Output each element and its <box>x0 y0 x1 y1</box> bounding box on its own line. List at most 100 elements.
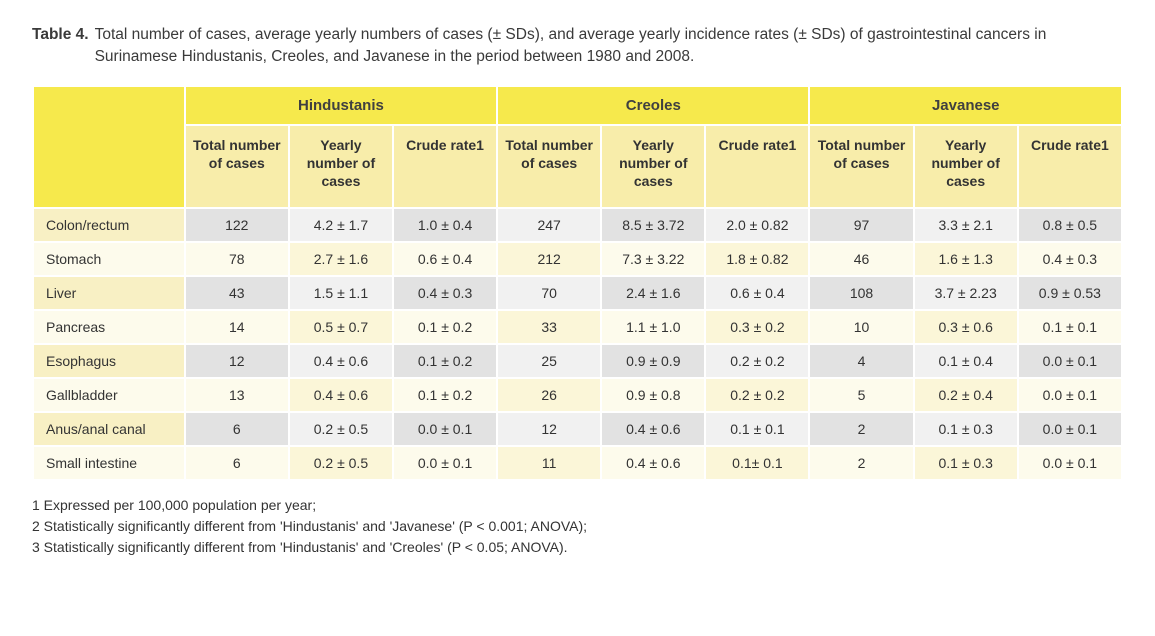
group-header: Creoles <box>498 87 808 124</box>
footnote: 2 Statistically significantly different … <box>32 516 1123 537</box>
data-cell: 212 <box>498 243 600 275</box>
data-cell: 1.1 ± 1.0 <box>602 311 704 343</box>
data-cell: 46 <box>810 243 912 275</box>
table-row: Small intestine60.2 ± 0.50.0 ± 0.1110.4 … <box>34 447 1121 479</box>
data-cell: 0.2 ± 0.4 <box>915 379 1017 411</box>
group-header-row: Hindustanis Creoles Javanese <box>34 87 1121 124</box>
data-cell: 247 <box>498 209 600 241</box>
data-cell: 0.1 ± 0.2 <box>394 345 496 377</box>
table-row: Gallbladder130.4 ± 0.60.1 ± 0.2260.9 ± 0… <box>34 379 1121 411</box>
data-cell: 10 <box>810 311 912 343</box>
data-cell: 0.0 ± 0.1 <box>394 413 496 445</box>
data-cell: 0.4 ± 0.3 <box>394 277 496 309</box>
footnote: 3 Statistically significantly different … <box>32 537 1123 558</box>
data-cell: 122 <box>186 209 288 241</box>
row-label: Small intestine <box>34 447 184 479</box>
data-cell: 2.0 ± 0.82 <box>706 209 808 241</box>
footnote: 1 Expressed per 100,000 population per y… <box>32 495 1123 516</box>
sub-header: Total number of cases <box>186 126 288 207</box>
data-cell: 0.0 ± 0.1 <box>1019 413 1121 445</box>
data-cell: 43 <box>186 277 288 309</box>
data-cell: 6 <box>186 413 288 445</box>
row-label: Liver <box>34 277 184 309</box>
data-cell: 0.1± 0.1 <box>706 447 808 479</box>
data-cell: 2 <box>810 447 912 479</box>
data-cell: 97 <box>810 209 912 241</box>
data-cell: 1.6 ± 1.3 <box>915 243 1017 275</box>
table-row: Pancreas140.5 ± 0.70.1 ± 0.2331.1 ± 1.00… <box>34 311 1121 343</box>
data-cell: 0.4 ± 0.6 <box>290 345 392 377</box>
data-cell: 0.5 ± 0.7 <box>290 311 392 343</box>
data-cell: 13 <box>186 379 288 411</box>
sub-header: Yearly number of cases <box>915 126 1017 207</box>
corner-blank <box>34 87 184 207</box>
group-header: Javanese <box>810 87 1121 124</box>
data-cell: 3.3 ± 2.1 <box>915 209 1017 241</box>
row-label: Stomach <box>34 243 184 275</box>
data-cell: 2.4 ± 1.6 <box>602 277 704 309</box>
data-cell: 0.0 ± 0.1 <box>1019 447 1121 479</box>
data-cell: 0.1 ± 0.2 <box>394 379 496 411</box>
data-cell: 0.2 ± 0.2 <box>706 379 808 411</box>
data-cell: 0.8 ± 0.5 <box>1019 209 1121 241</box>
data-cell: 7.3 ± 3.22 <box>602 243 704 275</box>
table-row: Colon/rectum1224.2 ± 1.71.0 ± 0.42478.5 … <box>34 209 1121 241</box>
data-cell: 8.5 ± 3.72 <box>602 209 704 241</box>
sub-header: Yearly number of cases <box>290 126 392 207</box>
table-row: Liver431.5 ± 1.10.4 ± 0.3702.4 ± 1.60.6 … <box>34 277 1121 309</box>
sub-header: Total number of cases <box>810 126 912 207</box>
data-cell: 0.1 ± 0.1 <box>706 413 808 445</box>
data-cell: 0.3 ± 0.6 <box>915 311 1017 343</box>
table-row: Esophagus120.4 ± 0.60.1 ± 0.2250.9 ± 0.9… <box>34 345 1121 377</box>
data-cell: 4 <box>810 345 912 377</box>
data-cell: 1.5 ± 1.1 <box>290 277 392 309</box>
data-cell: 0.9 ± 0.8 <box>602 379 704 411</box>
data-cell: 11 <box>498 447 600 479</box>
data-cell: 0.1 ± 0.3 <box>915 413 1017 445</box>
table-row: Anus/anal canal60.2 ± 0.50.0 ± 0.1120.4 … <box>34 413 1121 445</box>
data-cell: 0.4 ± 0.3 <box>1019 243 1121 275</box>
data-cell: 1.0 ± 0.4 <box>394 209 496 241</box>
data-cell: 78 <box>186 243 288 275</box>
data-table: Hindustanis Creoles Javanese Total numbe… <box>32 85 1123 481</box>
row-label: Anus/anal canal <box>34 413 184 445</box>
sub-header: Yearly number of cases <box>602 126 704 207</box>
data-cell: 12 <box>186 345 288 377</box>
row-label: Pancreas <box>34 311 184 343</box>
data-cell: 0.3 ± 0.2 <box>706 311 808 343</box>
caption-label: Table 4. <box>32 24 89 69</box>
data-cell: 0.2 ± 0.5 <box>290 447 392 479</box>
data-cell: 6 <box>186 447 288 479</box>
table-body: Colon/rectum1224.2 ± 1.71.0 ± 0.42478.5 … <box>34 209 1121 479</box>
data-cell: 4.2 ± 1.7 <box>290 209 392 241</box>
table-head: Hindustanis Creoles Javanese Total numbe… <box>34 87 1121 207</box>
data-cell: 0.1 ± 0.1 <box>1019 311 1121 343</box>
data-cell: 12 <box>498 413 600 445</box>
data-cell: 0.6 ± 0.4 <box>706 277 808 309</box>
data-cell: 0.9 ± 0.9 <box>602 345 704 377</box>
data-cell: 14 <box>186 311 288 343</box>
data-cell: 0.6 ± 0.4 <box>394 243 496 275</box>
data-cell: 0.2 ± 0.5 <box>290 413 392 445</box>
data-cell: 2.7 ± 1.6 <box>290 243 392 275</box>
data-cell: 0.4 ± 0.6 <box>602 413 704 445</box>
data-cell: 0.0 ± 0.1 <box>394 447 496 479</box>
data-cell: 26 <box>498 379 600 411</box>
row-label: Colon/rectum <box>34 209 184 241</box>
data-cell: 2 <box>810 413 912 445</box>
data-cell: 3.7 ± 2.23 <box>915 277 1017 309</box>
row-label: Esophagus <box>34 345 184 377</box>
sub-header: Crude rate1 <box>1019 126 1121 207</box>
data-cell: 0.2 ± 0.2 <box>706 345 808 377</box>
data-cell: 1.8 ± 0.82 <box>706 243 808 275</box>
data-cell: 0.9 ± 0.53 <box>1019 277 1121 309</box>
data-cell: 0.1 ± 0.3 <box>915 447 1017 479</box>
data-cell: 0.1 ± 0.4 <box>915 345 1017 377</box>
table-caption: Table 4. Total number of cases, average … <box>32 24 1123 69</box>
data-cell: 0.4 ± 0.6 <box>290 379 392 411</box>
data-cell: 0.4 ± 0.6 <box>602 447 704 479</box>
caption-text: Total number of cases, average yearly nu… <box>95 24 1123 69</box>
group-header: Hindustanis <box>186 87 496 124</box>
table-row: Stomach782.7 ± 1.60.6 ± 0.42127.3 ± 3.22… <box>34 243 1121 275</box>
sub-header-row: Total number of casesYearly number of ca… <box>34 126 1121 207</box>
